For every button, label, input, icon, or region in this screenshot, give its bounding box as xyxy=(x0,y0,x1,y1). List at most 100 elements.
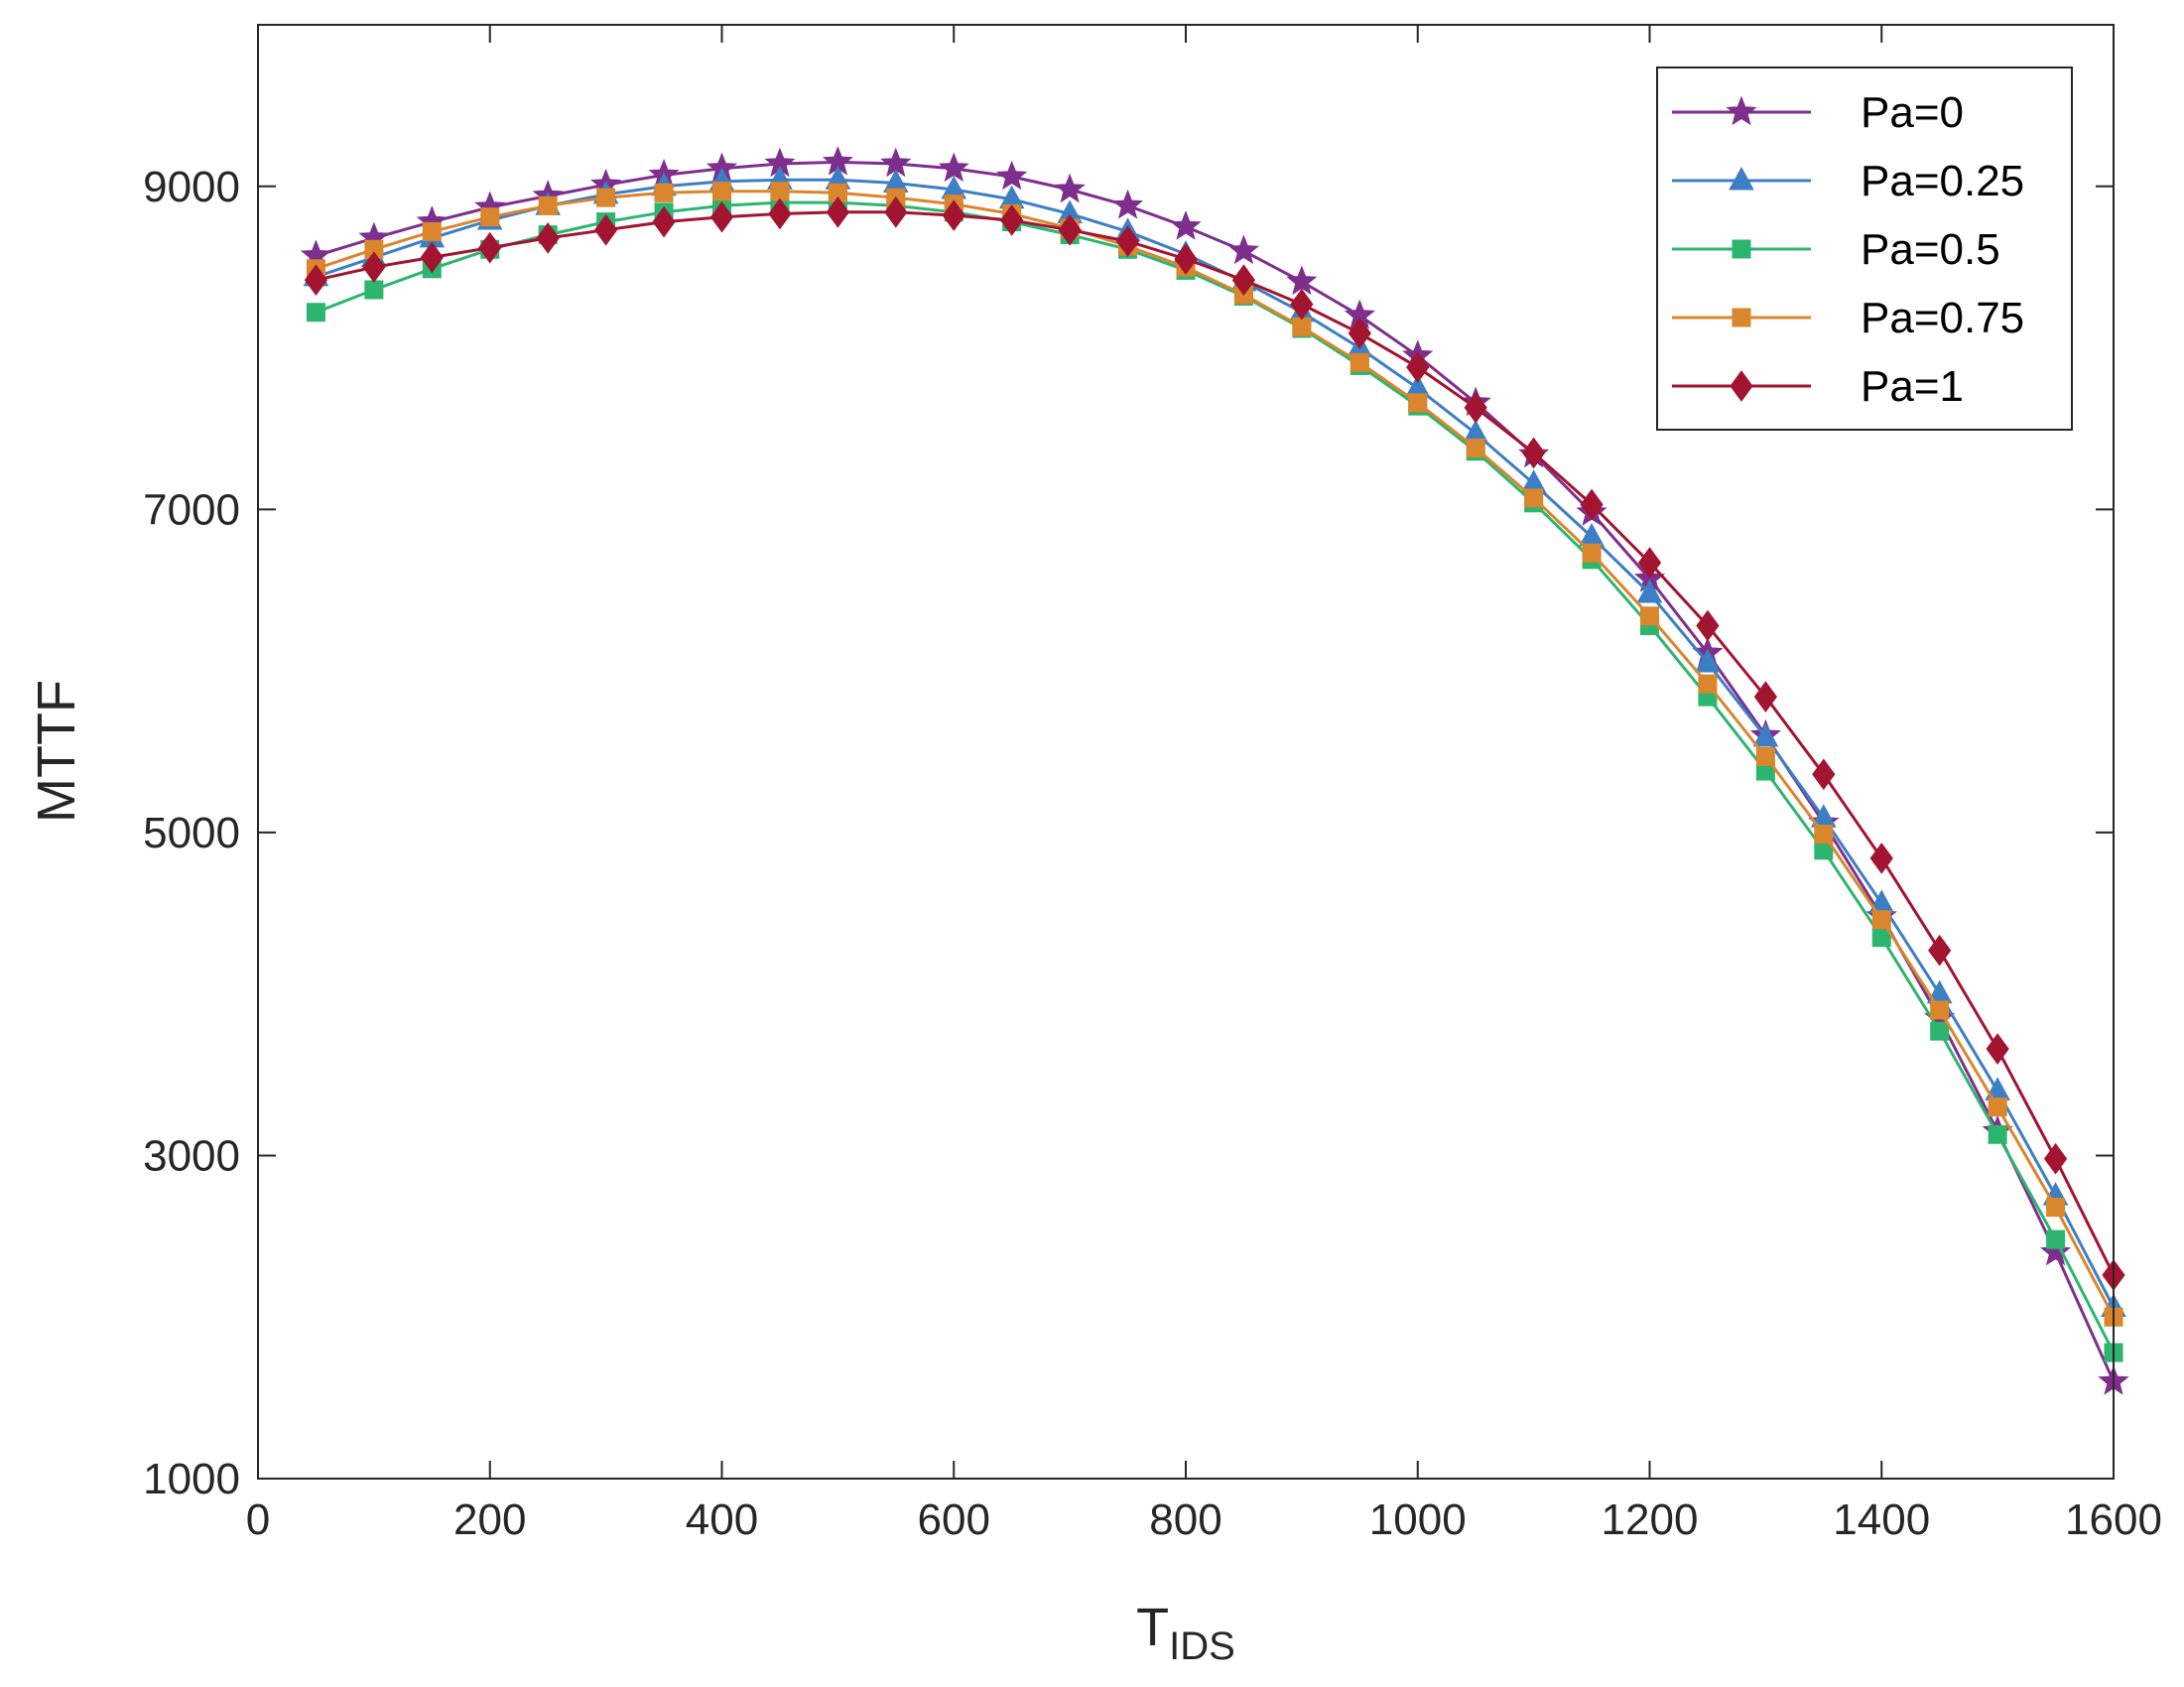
series-4-point-15 xyxy=(1174,243,1198,275)
series-4-point-12 xyxy=(1000,204,1024,236)
series-3-point-19 xyxy=(1408,393,1428,413)
x-tick-label-8: 1600 xyxy=(2065,1495,2162,1544)
series-3-point-20 xyxy=(1466,438,1485,457)
x-tick-label-1: 200 xyxy=(453,1495,526,1544)
series-3-point-26 xyxy=(1814,825,1834,844)
series-4-point-26 xyxy=(1812,758,1836,791)
series-0-point-11 xyxy=(938,152,969,183)
series-4-point-16 xyxy=(1231,264,1256,297)
x-axis-label-main: T xyxy=(1136,1598,1169,1657)
series-4-point-13 xyxy=(1058,213,1082,246)
legend-label-3: Pa=0.75 xyxy=(1861,294,2024,342)
series-4-point-25 xyxy=(1753,681,1777,714)
series-3-point-6 xyxy=(654,183,674,202)
series-2-point-29 xyxy=(1988,1124,2007,1144)
x-tick-label-6: 1200 xyxy=(1602,1495,1699,1544)
series-4-point-1 xyxy=(362,251,386,284)
series-3-point-29 xyxy=(1988,1098,2007,1117)
legend: Pa=0 Pa=0.25 Pa=0.5 Pa=0.75 Pa=1 xyxy=(1656,66,2073,431)
series-2-point-1 xyxy=(364,280,384,300)
series-layer xyxy=(300,146,2129,1395)
series-4 xyxy=(304,195,2125,1291)
series-4-point-24 xyxy=(1696,609,1720,642)
series-3-point-27 xyxy=(1871,910,1891,930)
series-4-point-21 xyxy=(1522,437,1546,469)
x-tick-label-5: 1000 xyxy=(1369,1495,1467,1544)
x-tick-label-0: 0 xyxy=(246,1495,270,1544)
series-4-point-20 xyxy=(1464,391,1487,424)
series-4-point-17 xyxy=(1290,288,1314,321)
y-tick-label-0: 1000 xyxy=(143,1455,240,1503)
series-3-point-8 xyxy=(770,182,790,201)
series-4-point-3 xyxy=(478,231,502,264)
series-3-point-7 xyxy=(712,182,731,201)
legend-label-4: Pa=1 xyxy=(1861,362,1964,411)
series-4-point-5 xyxy=(594,213,618,246)
series-line-2 xyxy=(315,200,2116,1354)
series-0-point-30 xyxy=(2039,1235,2072,1266)
series-4-point-28 xyxy=(1928,934,1952,967)
series-4-point-18 xyxy=(1348,318,1371,349)
series-4-point-22 xyxy=(1580,488,1604,521)
series-3-point-24 xyxy=(1698,674,1718,694)
legend-marker-2 xyxy=(1732,239,1751,259)
series-4-point-11 xyxy=(942,199,965,231)
y-tick-label-2: 5000 xyxy=(143,809,240,857)
legend-label-1: Pa=0.25 xyxy=(1861,157,2024,205)
series-2-point-30 xyxy=(2046,1230,2066,1249)
axes-layer: 0 200 400 600 800 1000 1200 1400 1600 1000 3000 500… xyxy=(143,24,2162,1544)
series-0-point-15 xyxy=(1170,210,1202,240)
series-1-point-24 xyxy=(1695,648,1721,673)
x-tick-label-2: 400 xyxy=(686,1495,758,1544)
legend-marker-0 xyxy=(1726,95,1757,126)
series-4-point-7 xyxy=(709,200,734,233)
legend-marker-3 xyxy=(1732,308,1751,327)
series-3-point-18 xyxy=(1349,352,1369,372)
y-tick-label-1: 3000 xyxy=(143,1131,240,1180)
x-tick-label-4: 800 xyxy=(1149,1495,1221,1544)
series-2-point-0 xyxy=(306,303,325,323)
series-0-point-17 xyxy=(1286,265,1318,296)
series-1-point-23 xyxy=(1636,579,1663,603)
series-3-point-23 xyxy=(1640,606,1659,626)
legend-label-0: Pa=0 xyxy=(1861,88,1964,137)
series-3-point-4 xyxy=(538,195,558,215)
series-0-point-12 xyxy=(996,160,1028,191)
y-tick-label-3: 7000 xyxy=(143,485,240,534)
series-2-point-28 xyxy=(1930,1021,1950,1041)
series-4-point-29 xyxy=(1986,1033,2009,1065)
y-tick-label-4: 9000 xyxy=(143,163,240,211)
series-4-point-19 xyxy=(1406,351,1430,383)
y-axis-label: MTTF xyxy=(27,680,86,823)
series-4-point-14 xyxy=(1115,225,1140,257)
series-3-point-25 xyxy=(1755,746,1775,766)
series-3-point-3 xyxy=(480,207,500,227)
legend-marker-4 xyxy=(1730,370,1753,402)
series-3-point-22 xyxy=(1582,543,1602,563)
x-axis-label-subscript: IDS xyxy=(1169,1624,1235,1668)
series-line-3 xyxy=(315,190,2116,1318)
series-3-point-5 xyxy=(596,188,616,207)
x-axis-label: TIDS xyxy=(1136,1598,1235,1668)
x-tick-label-3: 600 xyxy=(918,1495,990,1544)
series-4-point-8 xyxy=(768,197,792,230)
series-0-point-16 xyxy=(1227,234,1259,265)
series-3-point-17 xyxy=(1292,317,1312,336)
series-3-point-21 xyxy=(1524,488,1544,508)
series-0-point-14 xyxy=(1111,189,1144,219)
series-4-point-6 xyxy=(652,205,676,238)
series-3-point-28 xyxy=(1930,1000,1950,1020)
series-4-point-2 xyxy=(420,241,444,274)
legend-marker-1 xyxy=(1729,166,1754,191)
series-4-point-10 xyxy=(884,195,908,228)
series-3-point-30 xyxy=(2046,1198,2066,1218)
series-0-point-13 xyxy=(1054,173,1086,203)
x-tick-label-7: 1400 xyxy=(1833,1495,1930,1544)
series-4-point-4 xyxy=(536,222,560,254)
series-3-point-2 xyxy=(422,221,442,241)
series-4-point-0 xyxy=(304,264,328,297)
series-4-point-23 xyxy=(1637,547,1662,579)
series-1-point-25 xyxy=(1752,722,1779,747)
series-4-point-9 xyxy=(826,195,849,228)
